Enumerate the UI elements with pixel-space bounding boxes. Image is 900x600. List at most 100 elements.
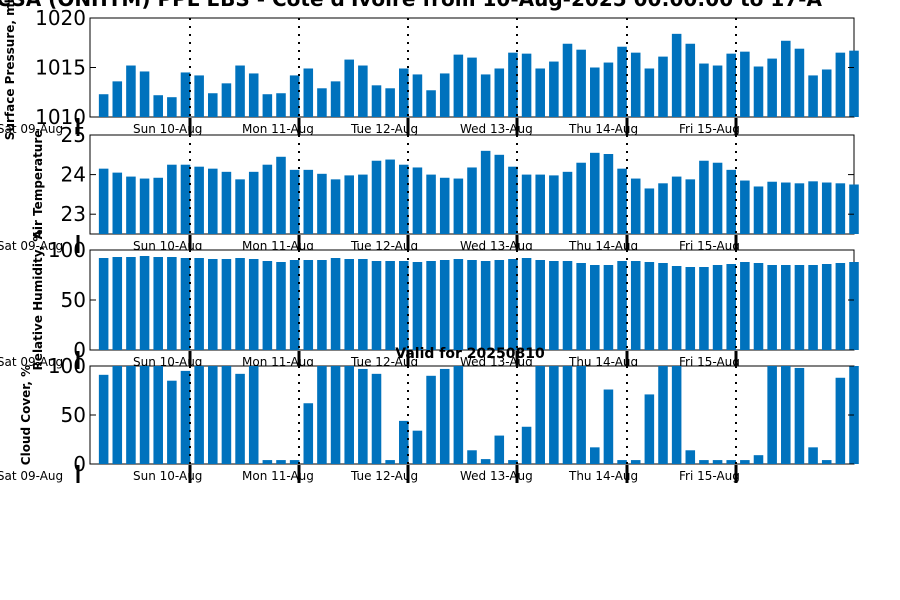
data-bar xyxy=(235,258,245,350)
data-bar xyxy=(126,176,136,234)
data-bar xyxy=(808,75,818,117)
data-bar xyxy=(630,460,641,464)
data-bar xyxy=(262,164,273,234)
data-bar xyxy=(248,366,259,464)
date-label: Mon 11-Aug xyxy=(242,122,314,136)
data-bar xyxy=(385,460,395,464)
data-bar xyxy=(521,426,532,464)
data-bar xyxy=(98,168,109,234)
data-bar xyxy=(248,73,259,117)
data-bar xyxy=(699,160,709,234)
y-tick-label: 1015 xyxy=(35,56,86,80)
data-bar xyxy=(289,260,300,350)
data-bar xyxy=(794,265,805,350)
data-bar xyxy=(221,171,232,234)
plot-frame xyxy=(89,365,855,465)
data-bar xyxy=(671,266,682,350)
data-bar xyxy=(467,57,477,117)
data-bar xyxy=(139,178,150,234)
data-bar xyxy=(699,267,709,350)
data-bar xyxy=(167,164,177,234)
chart-title: d CSA (ONHTM) PPL EBS - Cote d'Ivoire fr… xyxy=(0,0,822,11)
data-bar xyxy=(630,178,641,234)
data-bar xyxy=(671,33,682,118)
data-bar xyxy=(358,174,368,234)
data-bar xyxy=(426,174,436,234)
data-bar xyxy=(821,264,832,350)
data-bar xyxy=(412,167,423,234)
data-bar xyxy=(712,265,723,350)
data-bar xyxy=(535,366,545,464)
y-tick-label: 100 xyxy=(48,354,86,378)
data-bar xyxy=(467,260,477,350)
date-label: Tue 12-Aug xyxy=(350,122,418,136)
data-bar xyxy=(480,261,491,350)
data-bar xyxy=(617,261,627,350)
data-bar xyxy=(412,430,423,464)
data-bar xyxy=(180,258,191,350)
data-bar xyxy=(835,263,846,350)
data-bar xyxy=(98,258,109,350)
data-bar xyxy=(508,166,518,234)
data-bar xyxy=(235,373,245,464)
data-bar xyxy=(685,179,696,234)
data-bar xyxy=(712,162,723,234)
data-bar xyxy=(453,366,464,464)
data-bar xyxy=(194,166,204,234)
data-bar xyxy=(98,374,109,464)
data-bar xyxy=(740,180,750,234)
y-tick-label: 50 xyxy=(61,403,86,427)
data-bar xyxy=(317,260,327,350)
data-bar xyxy=(685,267,696,350)
data-bar xyxy=(576,49,586,117)
data-bar xyxy=(317,88,327,117)
date-label: Wed 13-Aug xyxy=(460,469,533,483)
data-bar xyxy=(781,265,791,350)
data-bar xyxy=(562,366,573,464)
data-bar xyxy=(112,81,123,117)
data-bar xyxy=(658,183,668,234)
data-bar xyxy=(221,259,232,350)
data-bar xyxy=(508,259,518,350)
data-bar xyxy=(658,263,668,350)
data-bar xyxy=(821,460,832,464)
data-bar xyxy=(167,380,177,464)
data-bar xyxy=(658,366,668,464)
date-label: Sun 10-Aug xyxy=(133,122,202,136)
data-bar xyxy=(712,65,723,117)
data-bar xyxy=(508,52,518,117)
date-label: Fri 15-Aug xyxy=(679,122,740,136)
data-bar xyxy=(617,168,627,234)
y-tick-label: 24 xyxy=(61,163,86,187)
data-bar xyxy=(208,366,218,464)
data-bar xyxy=(480,74,491,117)
data-bar xyxy=(494,68,505,117)
data-bar xyxy=(412,262,423,350)
data-bar xyxy=(726,264,736,350)
data-bar xyxy=(480,150,491,234)
data-bar xyxy=(590,447,600,464)
data-bar xyxy=(808,181,818,234)
data-bar xyxy=(221,366,232,464)
data-bar xyxy=(112,172,123,234)
data-bar xyxy=(562,261,573,350)
data-bar xyxy=(112,366,123,464)
valid-date-label: Valid for 20250810 xyxy=(395,346,545,362)
data-bar xyxy=(685,450,696,464)
data-bar xyxy=(98,94,109,117)
date-label: Wed 13-Aug xyxy=(460,122,533,136)
data-bar xyxy=(767,366,777,464)
data-bar xyxy=(603,265,614,350)
data-bar xyxy=(330,81,341,117)
data-bar xyxy=(781,366,791,464)
data-bar xyxy=(467,167,477,234)
data-bar xyxy=(385,261,395,350)
data-bar xyxy=(371,160,382,234)
y-tick-label: 0 xyxy=(73,452,86,476)
data-bar xyxy=(590,152,600,234)
data-bar xyxy=(126,366,136,464)
data-bar xyxy=(439,260,450,350)
data-bar xyxy=(521,174,532,234)
data-bar xyxy=(753,263,764,350)
data-bar xyxy=(180,370,191,464)
